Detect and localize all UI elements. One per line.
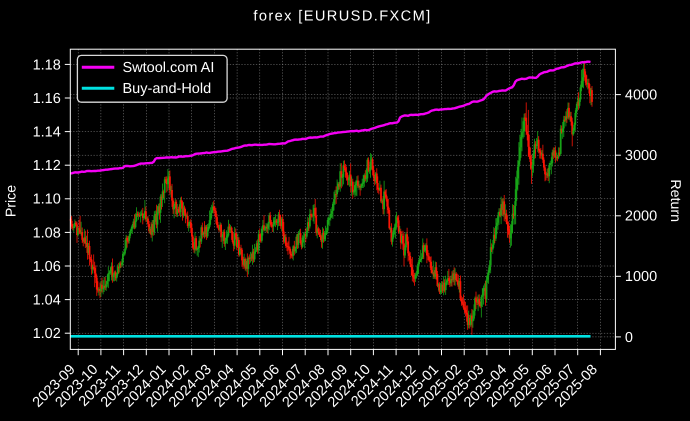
svg-text:1.08: 1.08 [33,225,61,241]
svg-text:1.12: 1.12 [33,158,61,174]
svg-text:Return: Return [667,179,683,222]
svg-text:1.04: 1.04 [33,293,61,309]
svg-text:1.10: 1.10 [33,192,61,208]
svg-text:3000: 3000 [625,148,657,164]
svg-text:Buy-and-Hold: Buy-and-Hold [123,81,212,97]
svg-text:1000: 1000 [625,269,657,285]
svg-text:1.16: 1.16 [33,91,61,107]
svg-text:1.18: 1.18 [33,57,61,73]
svg-text:1.02: 1.02 [33,326,61,342]
svg-text:2000: 2000 [625,209,657,225]
svg-text:Swtool.com AI: Swtool.com AI [123,60,215,76]
svg-text:forex [EURUSD.FXCM]: forex [EURUSD.FXCM] [253,9,431,25]
svg-text:1.06: 1.06 [33,259,61,275]
svg-text:0: 0 [625,330,633,346]
svg-text:4000: 4000 [625,88,657,104]
svg-text:Price: Price [4,185,20,217]
svg-text:1.14: 1.14 [33,125,61,141]
